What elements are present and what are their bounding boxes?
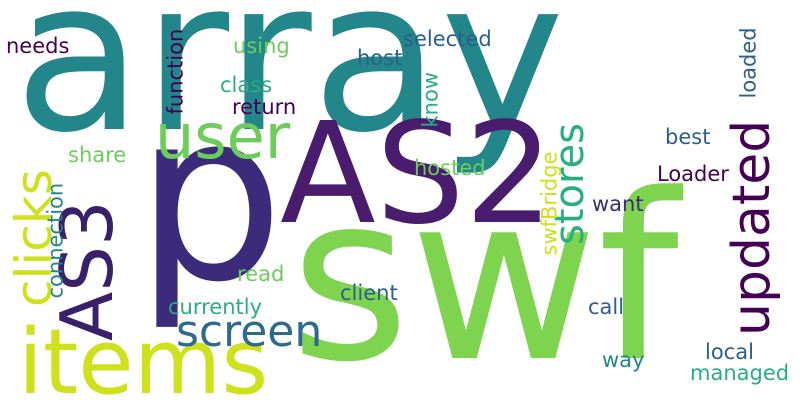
word-hosted: hosted (414, 156, 486, 180)
word-as2: AS2 (280, 93, 554, 256)
word-screen: screen (176, 306, 323, 357)
word-call: call (588, 295, 625, 319)
word-updated: updated (722, 119, 782, 336)
word-share: share (68, 143, 127, 167)
word-currently: currently (168, 295, 263, 319)
word-selected: selected (403, 27, 492, 51)
word-loader: Loader (657, 162, 729, 186)
word-connection: connection (43, 182, 68, 299)
word-loaded: loaded (736, 27, 761, 99)
word-array: array (14, 0, 565, 179)
word-host: host (357, 46, 403, 70)
word-p: p (135, 61, 285, 334)
word-best: best (665, 125, 711, 149)
word-needs: needs (6, 34, 70, 58)
word-return: return (232, 95, 297, 119)
word-swfbridge: swfBridge (537, 151, 562, 256)
word-user: user (155, 100, 291, 173)
word-class: class (220, 73, 273, 97)
word-way: way (602, 348, 645, 372)
word-client: client (340, 281, 398, 305)
word-using: using (233, 34, 290, 58)
word-know: know (418, 72, 443, 128)
word-local: local (705, 340, 754, 364)
word-read: read (237, 262, 285, 286)
word-want: want (592, 192, 644, 216)
word-managed: managed (690, 361, 790, 385)
word-function: function (163, 28, 188, 115)
word-swf: swf (290, 146, 679, 400)
word-items: items (18, 310, 269, 400)
